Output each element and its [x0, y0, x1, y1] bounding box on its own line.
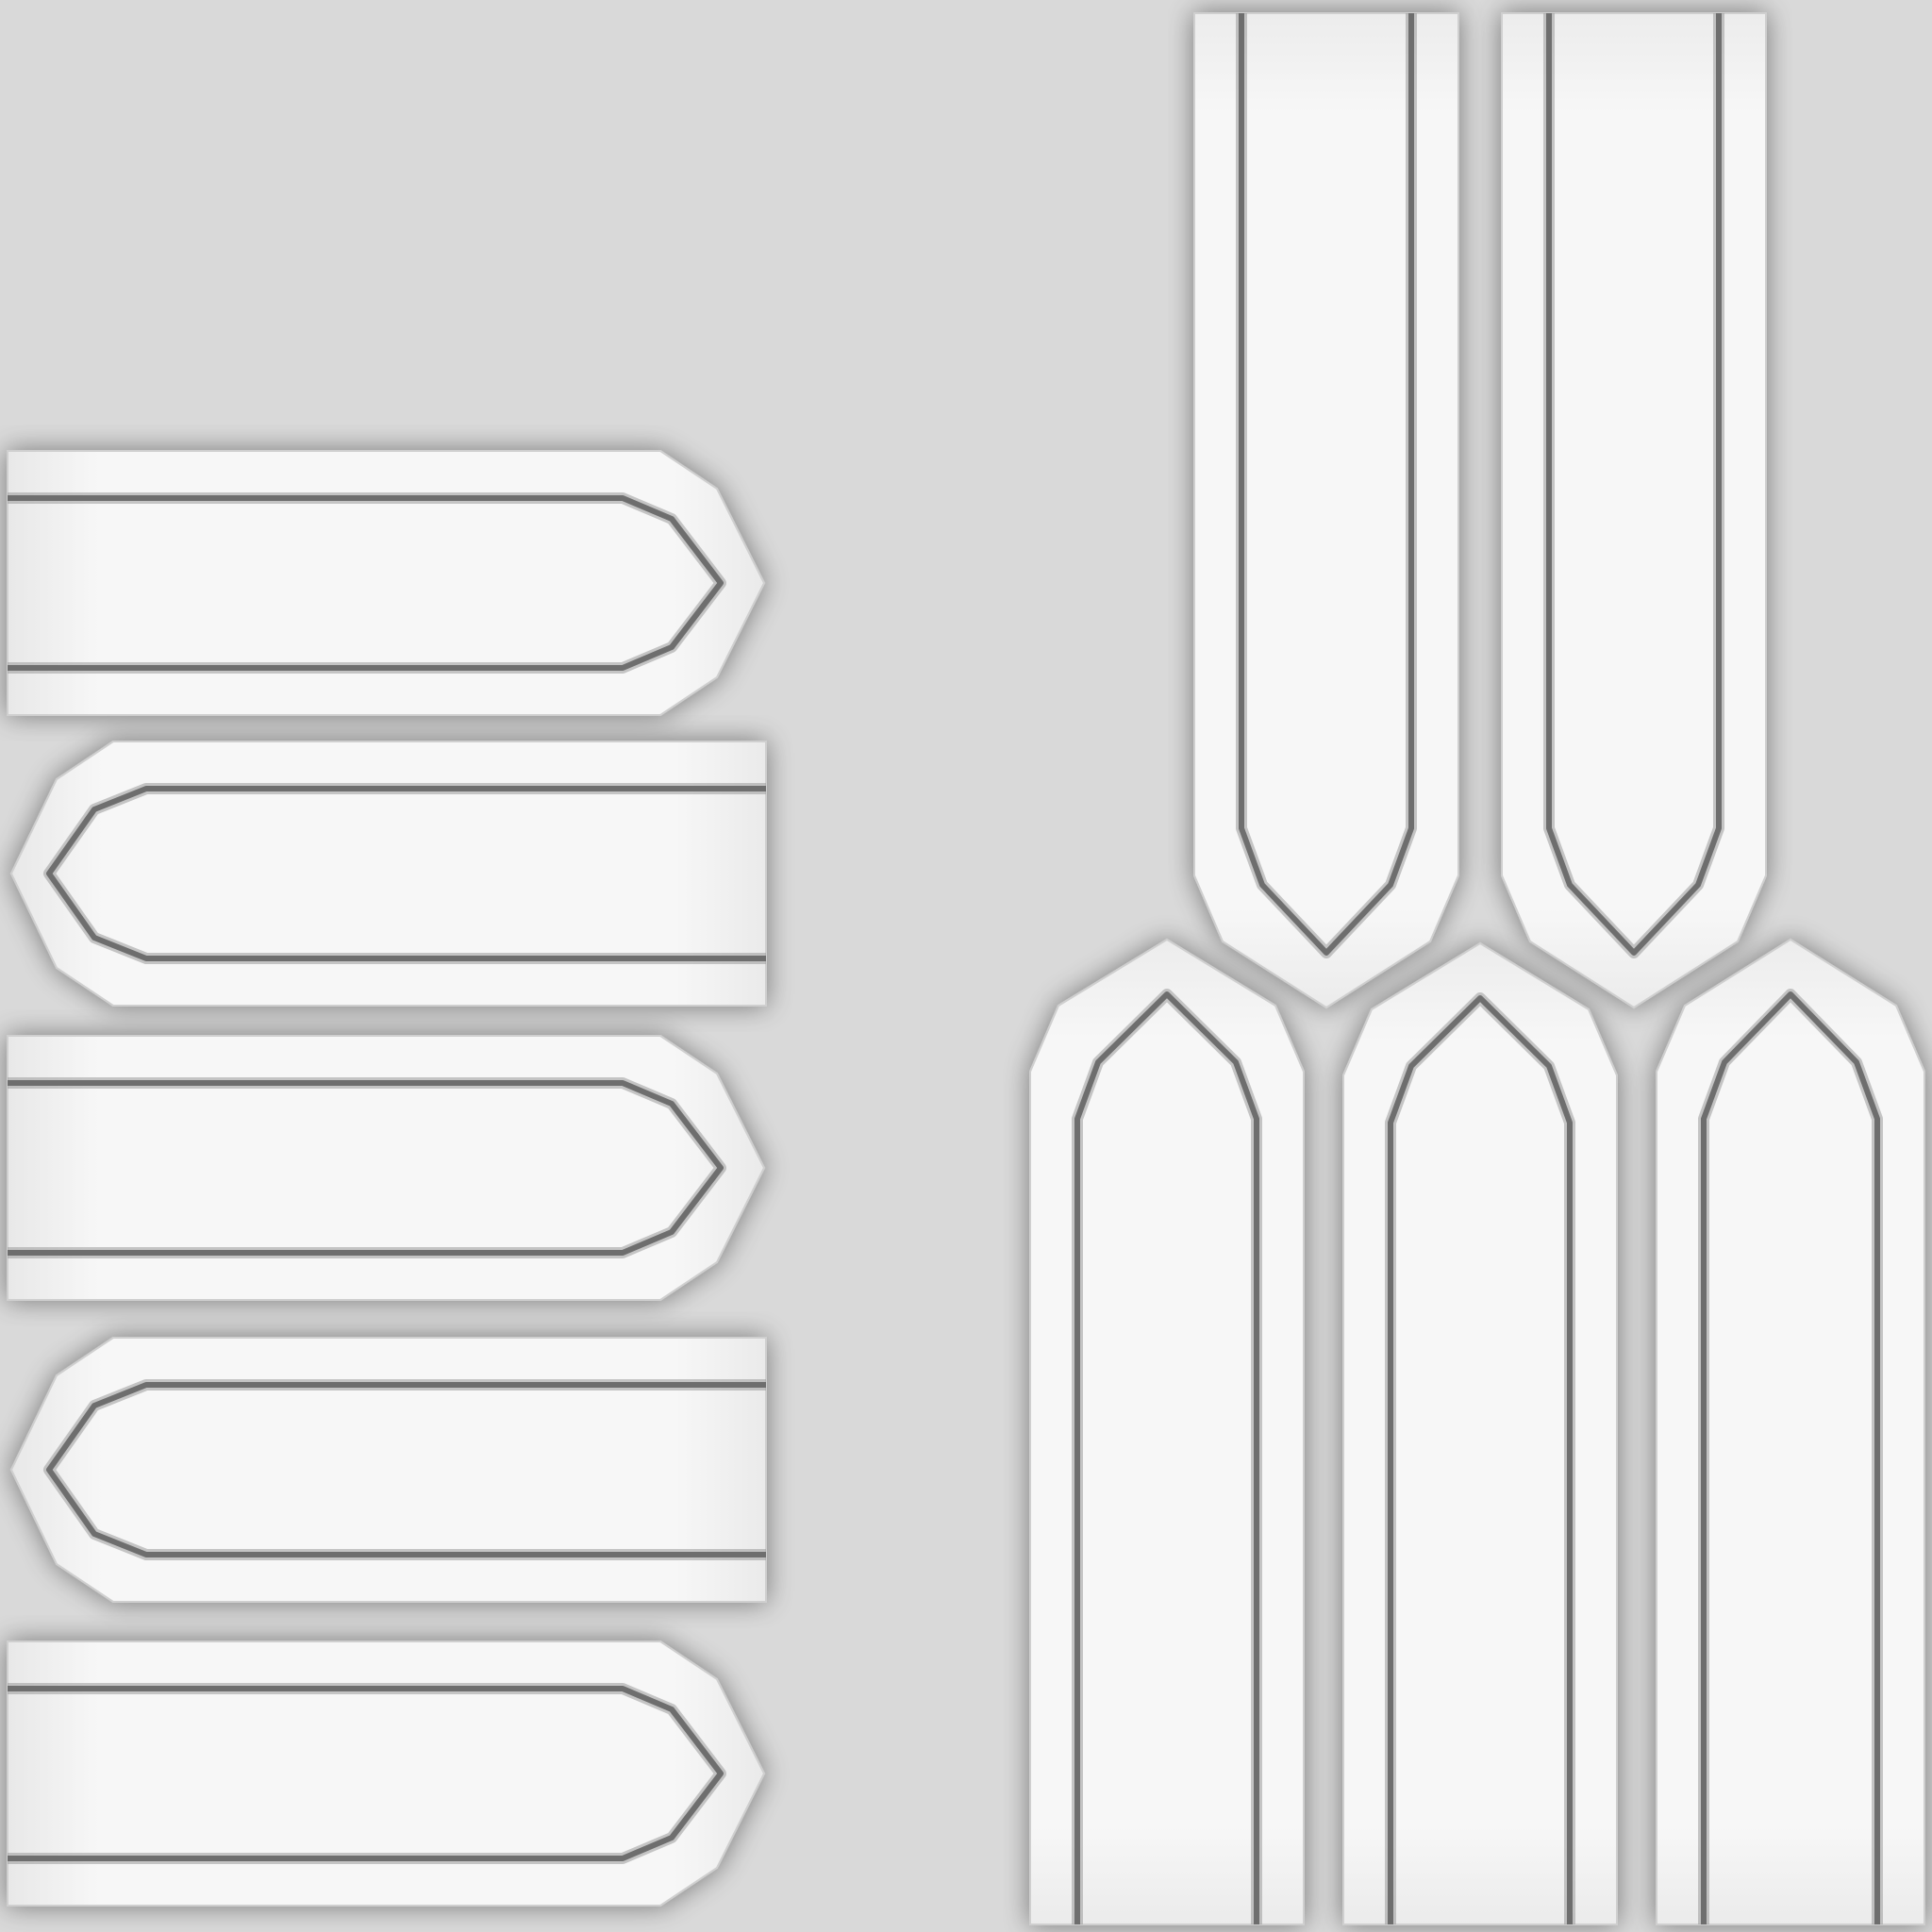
horizontal-panel-5 [8, 1641, 764, 1906]
vertical-panel-bottom-1 [1030, 940, 1304, 1924]
vertical-panel-bottom-2 [1343, 943, 1617, 1924]
panel-body [1657, 940, 1924, 1924]
panel-body [1194, 13, 1458, 1008]
panel-body [8, 1641, 764, 1906]
horizontal-panels-group [8, 451, 766, 1906]
vertical-panel-top-1 [1194, 13, 1458, 1008]
panel-body [1343, 943, 1617, 1924]
panel-body [1502, 13, 1766, 1008]
horizontal-panel-2 [11, 741, 766, 1006]
horizontal-panel-3 [8, 1036, 764, 1300]
horizontal-panel-1 [8, 451, 764, 715]
vertical-panel-top-2 [1502, 13, 1766, 1008]
panel-body [8, 451, 764, 715]
panel-body [11, 1338, 766, 1602]
panel-body [11, 741, 766, 1006]
panel-body [1030, 940, 1304, 1924]
horizontal-panel-4 [11, 1338, 766, 1602]
panel-body [8, 1036, 764, 1300]
vertical-panel-bottom-3 [1657, 940, 1924, 1924]
